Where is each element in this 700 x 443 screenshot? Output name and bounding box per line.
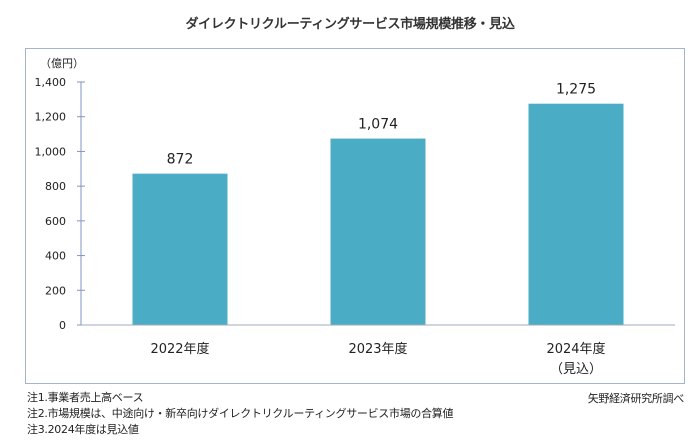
y-tick-label: 1,200 [35,111,67,124]
y-tick-label: 1,400 [35,76,67,89]
y-axis-unit-label: （億円） [40,57,84,70]
bar [330,138,426,325]
x-axis: 2022年度 2023年度 2024年度 （見込） [81,324,675,377]
bar [132,173,228,325]
y-axis: 0 200 400 600 800 1,000 1,200 1,400 [35,76,85,332]
x-category-label: 2024年度 [546,341,605,357]
footnote-3: 注3.2024年度は見込値 [27,423,139,436]
y-tick-label: 200 [45,284,66,297]
x-category-label: 2023年度 [348,341,407,357]
x-category-label: 2022年度 [150,341,209,357]
source-credit: 矢野経済研究所調べ [587,392,685,405]
bars: 872 1,074 1,275 [132,82,624,325]
bar-value-label: 872 [167,152,194,168]
y-tick-label: 1,000 [35,145,67,158]
chart-frame [25,48,685,384]
bar-value-label: 1,275 [556,82,596,98]
y-tick-label: 0 [59,319,66,332]
y-tick-label: 400 [45,250,66,263]
chart-title: ダイレクトリクルーティングサービス市場規模推移・見込 [185,17,515,32]
footnote-1: 注1.事業者売上高ベース [27,391,144,404]
footnote-2: 注2.市場規模は、中途向け・新卒向けダイレクトリクルーティングサービス市場の合算… [27,407,454,420]
y-tick-label: 800 [45,180,66,193]
x-category-sublabel: （見込） [550,362,602,377]
bar [528,103,624,325]
y-tick-label: 600 [45,215,66,228]
bar-value-label: 1,074 [358,117,398,133]
